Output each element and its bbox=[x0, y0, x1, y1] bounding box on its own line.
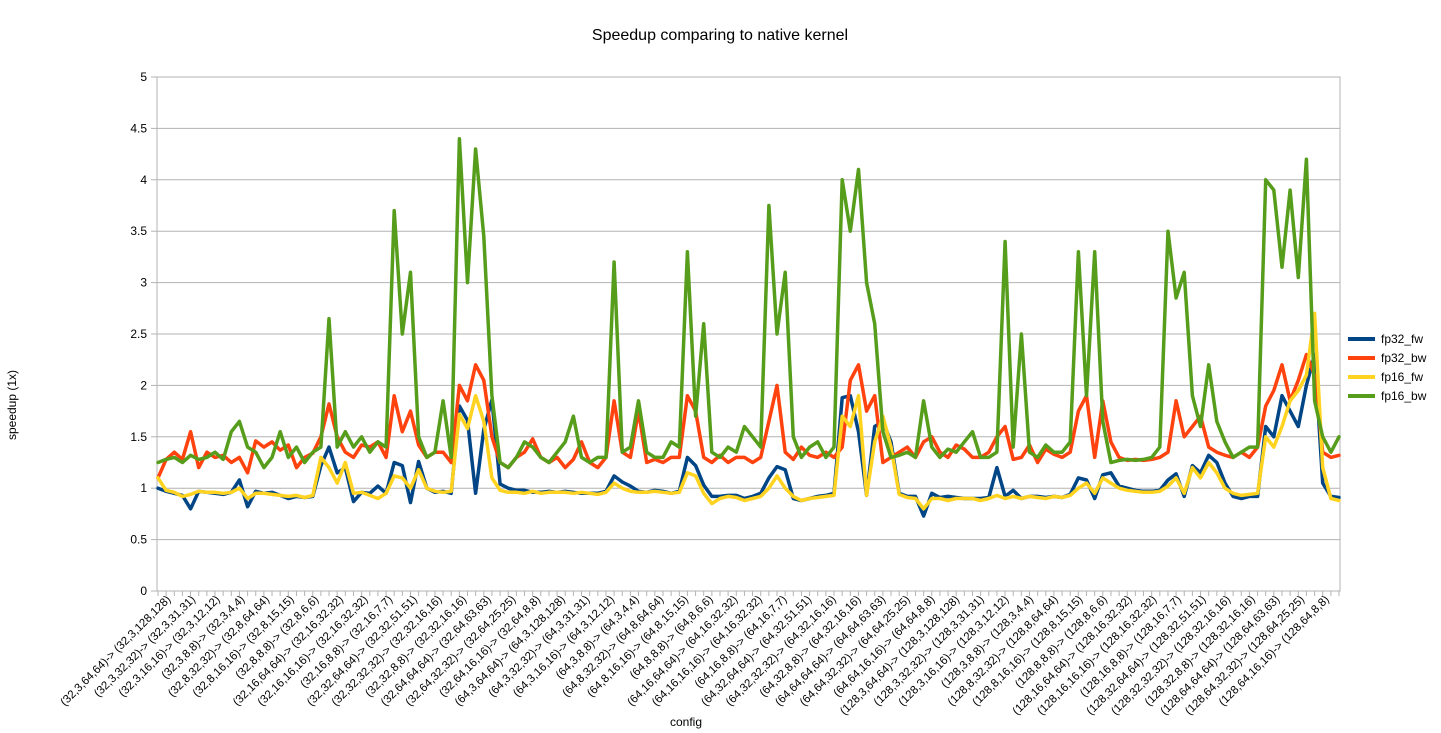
y-tick-label: 5 bbox=[140, 70, 147, 84]
y-tick-label: 2 bbox=[140, 378, 147, 392]
gridlines bbox=[151, 76, 1340, 596]
y-tick-label: 4.5 bbox=[130, 121, 147, 135]
chart-title: Speedup comparing to native kernel bbox=[592, 27, 848, 44]
y-tick-label: 3.5 bbox=[130, 224, 147, 238]
legend: fp32_fw fp32_bw fp16_fw fp16_bw bbox=[1348, 332, 1427, 403]
legend-entry: fp16_fw bbox=[1381, 370, 1423, 384]
y-tick-label: 0.5 bbox=[130, 533, 147, 547]
y-tick-label: 4 bbox=[140, 173, 147, 187]
legend-entry: fp32_bw bbox=[1381, 351, 1427, 365]
y-tick-label: 0 bbox=[140, 584, 147, 598]
legend-entry: fp32_fw bbox=[1381, 332, 1423, 346]
y-tick-label: 1.5 bbox=[130, 430, 147, 444]
series-line-fp16-fw bbox=[156, 311, 1341, 511]
y-tick-label: 1 bbox=[140, 481, 147, 495]
series-lines bbox=[156, 136, 1341, 518]
legend-entry: fp16_bw bbox=[1381, 389, 1427, 403]
y-axis-label: speedup (1x) bbox=[5, 370, 19, 440]
y-tick-label: 2.5 bbox=[130, 327, 147, 341]
x-axis-label: config bbox=[670, 715, 702, 729]
y-tick-label: 3 bbox=[140, 276, 147, 290]
y-axis-ticks: 0 0.5 1 1.5 2 2.5 3 3.5 4 4.5 5 bbox=[130, 70, 147, 598]
series-line-fp16-bw bbox=[156, 136, 1341, 470]
